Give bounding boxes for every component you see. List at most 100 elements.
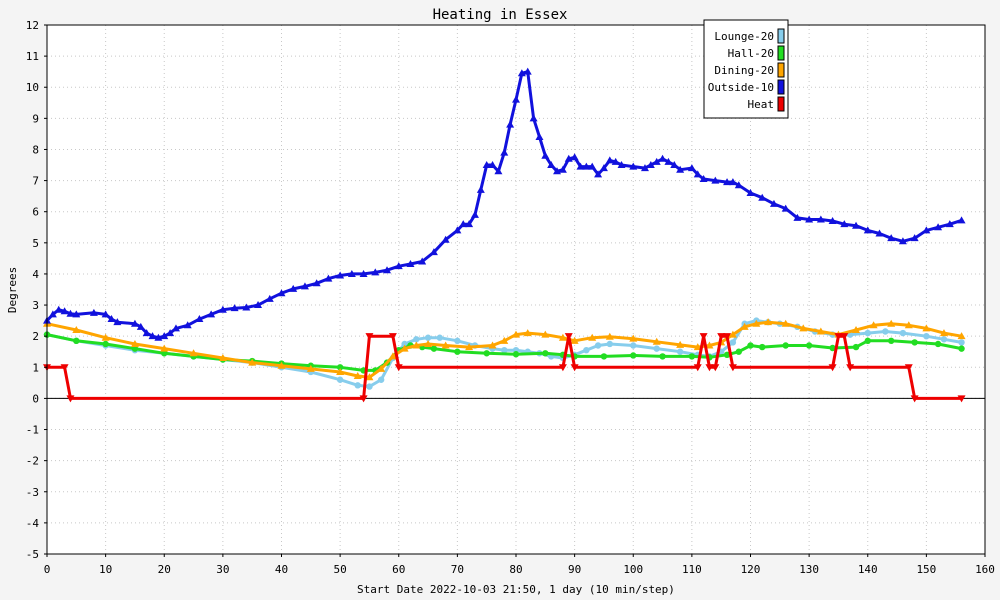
data-point <box>218 305 227 313</box>
data-point <box>728 178 737 186</box>
data-point <box>72 310 81 318</box>
legend: Lounge-20 Hall-20 Dining-20 Outside-10 Heat <box>703 19 789 119</box>
data-point <box>101 310 110 318</box>
y-tick-label: 12 <box>26 19 39 32</box>
data-point <box>934 340 942 348</box>
data-point <box>171 324 180 332</box>
data-point <box>394 364 403 372</box>
legend-label: Heat <box>748 98 775 111</box>
data-point <box>66 395 75 403</box>
data-point <box>735 348 742 355</box>
y-tick-label: -2 <box>26 455 39 468</box>
data-point <box>459 220 468 228</box>
data-point <box>160 344 169 352</box>
data-point <box>388 352 397 360</box>
data-point <box>922 226 931 234</box>
data-point <box>957 332 966 340</box>
y-tick-label: 7 <box>32 175 39 188</box>
data-point <box>723 333 732 341</box>
data-point <box>658 154 667 162</box>
legend-label: Dining-20 <box>714 64 774 77</box>
data-point <box>899 329 907 337</box>
data-point <box>629 162 638 170</box>
data-point <box>336 367 345 375</box>
data-point <box>781 204 790 212</box>
data-point <box>723 178 732 186</box>
data-point <box>828 364 837 372</box>
data-point <box>529 114 538 122</box>
data-point <box>699 175 708 183</box>
x-tick-label: 120 <box>741 563 761 576</box>
data-point <box>758 193 767 201</box>
data-point <box>759 343 766 351</box>
data-point <box>617 161 626 169</box>
data-point <box>412 341 421 349</box>
data-point <box>805 215 814 223</box>
data-point <box>630 342 637 349</box>
data-point <box>799 324 808 332</box>
data-point <box>101 333 110 341</box>
data-point <box>454 348 461 355</box>
data-point <box>640 164 649 172</box>
data-point <box>576 162 585 170</box>
x-tick-label: 100 <box>623 563 643 576</box>
data-point <box>500 148 509 156</box>
x-tick-label: 90 <box>568 563 581 576</box>
data-point <box>512 95 520 103</box>
x-tick-label: 40 <box>275 563 288 576</box>
y-tick-label: 6 <box>32 206 39 219</box>
legend-swatch <box>777 62 785 78</box>
data-point <box>630 352 637 359</box>
data-point <box>904 364 913 372</box>
data-point <box>312 279 321 287</box>
data-point <box>711 176 720 184</box>
data-point <box>230 304 239 312</box>
data-point <box>113 318 122 326</box>
data-point <box>541 151 550 159</box>
data-point <box>687 164 696 172</box>
series-heat <box>43 333 966 403</box>
data-point <box>834 333 843 341</box>
data-point <box>676 340 685 348</box>
data-point <box>945 220 954 228</box>
data-point <box>904 321 913 329</box>
data-point <box>547 161 556 169</box>
data-point <box>130 319 139 327</box>
legend-label: Hall-20 <box>728 47 774 60</box>
x-tick-label: 140 <box>858 563 878 576</box>
data-point <box>599 164 608 172</box>
data-point <box>441 235 450 243</box>
data-point <box>940 336 948 343</box>
data-point <box>523 67 532 75</box>
data-point <box>366 383 373 390</box>
data-point <box>353 372 362 380</box>
data-point <box>588 162 597 170</box>
x-tick-label: 80 <box>509 563 522 576</box>
data-point <box>60 307 69 315</box>
y-tick-label: 3 <box>32 299 39 312</box>
y-tick-label: 11 <box>26 50 39 63</box>
data-point <box>782 342 789 349</box>
series-line <box>46 320 962 379</box>
data-point <box>401 340 408 348</box>
y-tick-label: -4 <box>26 517 40 530</box>
data-point <box>840 333 849 341</box>
y-tick-label: 5 <box>32 237 39 250</box>
data-point <box>652 337 661 345</box>
data-point <box>852 221 861 229</box>
data-point <box>958 345 965 352</box>
data-point <box>864 337 871 345</box>
data-point <box>207 310 216 318</box>
data-point <box>728 364 737 372</box>
data-point <box>413 336 420 343</box>
data-point <box>570 153 579 161</box>
data-point <box>429 248 438 256</box>
x-tick-label: 50 <box>334 563 347 576</box>
data-point <box>693 364 702 372</box>
x-tick-label: 110 <box>682 563 702 576</box>
data-point <box>377 364 386 372</box>
data-point <box>605 332 614 340</box>
data-point <box>161 350 168 357</box>
legend-swatch <box>777 45 785 61</box>
